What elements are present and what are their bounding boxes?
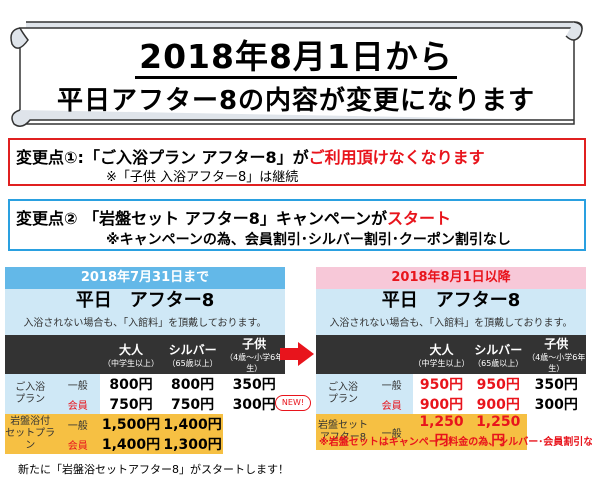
change-point-2-emphasis: スタート [387, 209, 452, 228]
column-child-label: 子供 [242, 337, 267, 351]
rock-set-note: ※岩盤セットはキャンペーン料金の為、シルバー･会員割引なし [319, 437, 592, 448]
row-type-member: 会員 [55, 394, 101, 414]
change-point-1-note: ※「子供 入浴アフター8」は継続 [106, 170, 299, 185]
banner-date-text: 2018年8月1日から [135, 37, 457, 79]
price-cell: 300円 [526, 394, 586, 414]
price-cell: 950円 [469, 374, 527, 394]
table-before-grid: 大人 （中学生以上） シルバー （65歳以上） 子供 （4歳～小学6年生） ご入浴 プ… [5, 335, 285, 454]
price-cell: 1,400円 [161, 414, 224, 434]
header-empty [316, 335, 370, 374]
price-cell: 1,250円 [413, 414, 470, 450]
price-cell: 750円 [100, 394, 162, 414]
header-empty [5, 335, 56, 374]
new-badge: NEW! [275, 395, 311, 411]
column-silver-sub: （65歳以上） [167, 358, 218, 368]
price-cell: 350円 [526, 374, 586, 394]
price-table-after: 2018年8月1日以降 平日 アフター8 入浴されない場合も、「入館料」を頂戴し… [316, 267, 586, 450]
row-type-general: 一般 [370, 374, 414, 394]
price-cell: 1,250円 [469, 414, 527, 450]
change-point-2-text: 「岩盤セット アフター8」キャンペーンが [83, 209, 388, 228]
table-before-note: 入浴されない場合も、「入館料」を頂戴しております。 [5, 313, 285, 335]
price-cell: 950円 [413, 374, 470, 394]
footer-text: 新たに「岩盤浴セットアフター8」がスタートします！ [18, 463, 289, 476]
banner-subtitle: 平日アフター8の内容が変更になります [56, 86, 536, 116]
column-adult-sub: （中学生以上） [102, 358, 159, 368]
column-adult: 大人 （中学生以上） [100, 335, 162, 374]
change-point-1-emphasis: ご利用頂けなくなります [308, 148, 485, 167]
table-after-header: 2018年8月1日以降 [316, 267, 586, 289]
banner-title: 2018年8月1日から [0, 30, 592, 79]
column-child-sub: （4歳～小学6年生） [527, 353, 586, 373]
change-point-1-line: 変更点①:「ご入浴プラン アフター8」がご利用頂けなくなります [16, 144, 485, 168]
price-cell: 350円 [223, 374, 285, 394]
header-empty [55, 335, 101, 374]
table-before-header: 2018年7月31日まで [5, 267, 285, 289]
table-row: 会員 750円 750円 300円 [5, 394, 285, 414]
column-adult-sub: （中学生以上） [413, 358, 470, 368]
row-type-general: 一般 [55, 414, 101, 434]
column-child-label: 子供 [544, 337, 569, 351]
price-cell: 800円 [100, 374, 162, 394]
column-silver-label: シルバー [474, 342, 523, 357]
price-cell: 800円 [161, 374, 224, 394]
table-row: 会員 900円 900円 300円 [316, 394, 586, 414]
row-type-member: 会員 [55, 434, 101, 454]
change-point-1-label: 変更点①: [16, 148, 84, 167]
empty-cell [223, 414, 285, 434]
header-empty [370, 335, 414, 374]
change-point-2-note: ※キャンペーンの為、会員割引･シルバー割引･クーポン割引なし [106, 232, 511, 248]
scroll-banner [8, 10, 586, 128]
row-type-general: 一般 [370, 414, 414, 450]
table-row: ご入浴 プラン 一般 950円 950円 350円 [316, 374, 586, 414]
table-before-title: 平日 アフター8 [5, 289, 285, 313]
scroll-graphic [10, 21, 583, 127]
change-point-1-box: 変更点①:「ご入浴プラン アフター8」がご利用頂けなくなります ※「子供 入浴ア… [8, 138, 586, 186]
row-type-member: 会員 [370, 394, 414, 414]
column-adult-label: 大人 [429, 342, 454, 357]
price-table-before: 2018年7月31日まで 平日 アフター8 入浴されない場合も、「入館料」を頂戴… [5, 267, 285, 454]
price-cell: 900円 [469, 394, 527, 414]
column-child-sub: （4歳～小学6年生） [225, 353, 284, 373]
right-arrow-icon [280, 342, 314, 366]
plan-bath-label: ご入浴 プラン [5, 374, 56, 414]
price-cell: 1,400円 [100, 434, 162, 454]
column-adult-label: 大人 [118, 342, 143, 357]
price-cell: 300円 [223, 394, 285, 414]
price-cell: 1,500円 [100, 414, 162, 434]
column-child: 子供 （4歳～小学6年生） [223, 335, 285, 374]
row-type-general: 一般 [55, 374, 101, 394]
change-point-2-line: 変更点② 「岩盤セット アフター8」キャンペーンがスタート [16, 205, 451, 229]
column-child: 子供 （4歳～小学6年生） [526, 335, 586, 374]
table-after-title: 平日 アフター8 [316, 289, 586, 313]
price-cell: 750円 [161, 394, 224, 414]
table-row: 岩盤セット アフター8 一般 1,250円 1,250円 [316, 414, 586, 450]
price-cell: 1,300円 [161, 434, 224, 454]
column-silver: シルバー （65歳以上） [469, 335, 527, 374]
table-row: 会員 1,400円 1,300円 [5, 434, 285, 454]
column-silver: シルバー （65歳以上） [161, 335, 224, 374]
plan-rock-label: 岩盤セット アフター8 [316, 414, 370, 450]
plan-bath-label: ご入浴 プラン [316, 374, 370, 414]
table-row: 岩盤浴付 セットプラン 一般 1,500円 1,400円 [5, 414, 285, 454]
empty-cell [526, 414, 586, 450]
column-silver-label: シルバー [168, 342, 217, 357]
column-adult: 大人 （中学生以上） [413, 335, 470, 374]
table-row: ご入浴 プラン 一般 800円 800円 350円 [5, 374, 285, 414]
plan-rock-label: 岩盤浴付 セットプラン [5, 414, 56, 454]
change-point-1-text: 「ご入浴プラン アフター8」が [83, 148, 309, 167]
empty-cell [223, 434, 285, 454]
price-cell: 900円 [413, 394, 470, 414]
column-silver-sub: （65歳以上） [473, 358, 524, 368]
change-point-2-label: 変更点② [16, 209, 78, 228]
table-after-grid: 大人 （中学生以上） シルバー （65歳以上） 子供 （4歳～小学6年生） ご入浴 プ… [316, 335, 586, 450]
change-point-2-box: 変更点② 「岩盤セット アフター8」キャンペーンがスタート ※キャンペーンの為、… [8, 199, 586, 251]
table-after-note: 入浴されない場合も、「入館料」を頂戴しております。 [316, 313, 586, 335]
